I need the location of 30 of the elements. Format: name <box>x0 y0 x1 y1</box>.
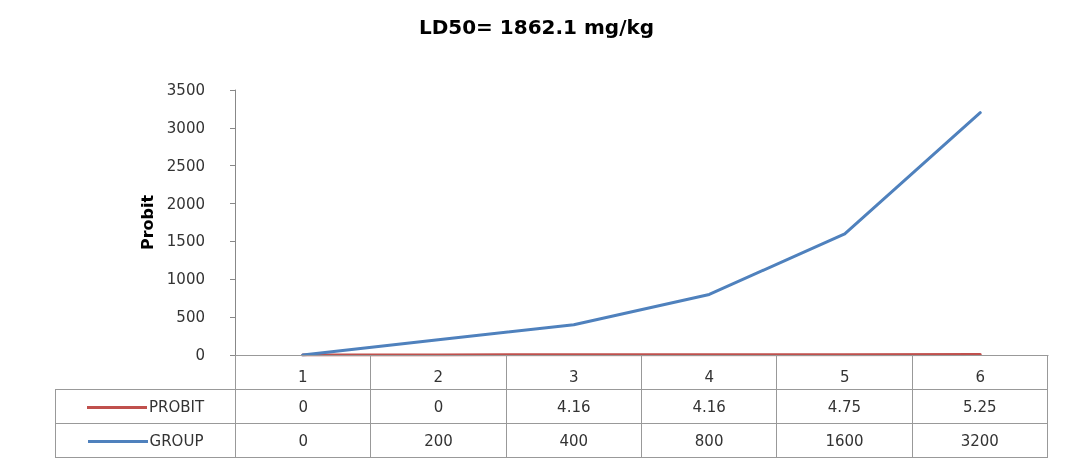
x-tick-label: 5 <box>839 367 850 386</box>
y-tick-label: 500 <box>176 308 205 327</box>
data-label: 400 <box>506 423 642 458</box>
data-label: 800 <box>641 423 777 458</box>
data-label: 200 <box>370 423 507 458</box>
x-tick-label: 1 <box>297 367 308 386</box>
data-label: 1600 <box>776 423 913 458</box>
y-axis-title: Probit <box>137 194 157 251</box>
chart-title: LD50= 1862.1 mg/kg <box>418 15 655 39</box>
x-tick-label: 3 <box>568 367 579 386</box>
x-tick-label: 2 <box>433 367 444 386</box>
y-tick-label: 1500 <box>166 232 205 251</box>
data-label: 3200 <box>912 423 1048 458</box>
y-tick-label: 0 <box>195 346 205 364</box>
x-tick-label: 6 <box>975 367 986 386</box>
y-tick-label: 3500 <box>166 81 205 99</box>
data-label: 0 <box>235 423 371 458</box>
legend-label: PROBIT <box>55 389 236 424</box>
y-tick-label: 3000 <box>166 118 205 137</box>
y-tick-label: 2500 <box>166 156 205 175</box>
data-label: 4.75 <box>776 389 913 424</box>
x-tick-label: 4 <box>704 367 715 386</box>
data-label: 4.16 <box>506 389 642 424</box>
data-label: 5.25 <box>912 389 1048 424</box>
data-label: 4.16 <box>641 389 777 424</box>
y-tick-label: 2000 <box>166 194 205 213</box>
legend-label: GROUP <box>55 423 236 458</box>
data-label: 0 <box>370 389 507 424</box>
y-tick-label: 1000 <box>166 270 205 289</box>
data-label: 0 <box>235 389 371 424</box>
